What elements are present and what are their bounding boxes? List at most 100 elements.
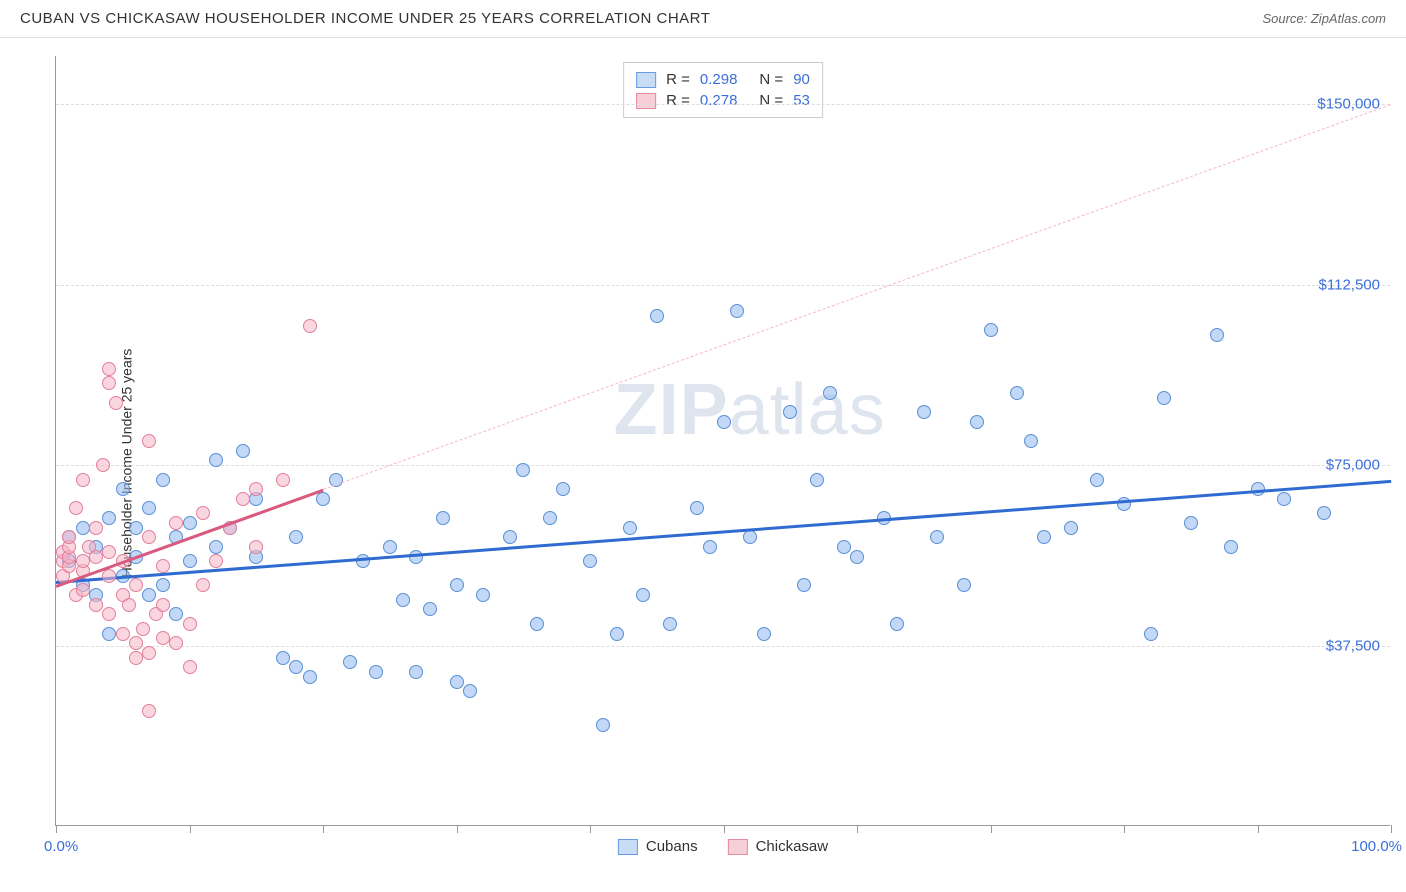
data-point [476, 588, 490, 602]
data-point [142, 588, 156, 602]
legend-item: Chickasaw [728, 838, 829, 855]
data-point [663, 617, 677, 631]
data-point [183, 516, 197, 530]
data-point [850, 550, 864, 564]
data-point [96, 458, 110, 472]
legend-n-label: N = [759, 71, 783, 88]
data-point [583, 554, 597, 568]
data-point [129, 651, 143, 665]
data-point [122, 598, 136, 612]
legend-row: R = 0.298 N = 90 [636, 69, 810, 90]
data-point [89, 550, 103, 564]
data-point [116, 482, 130, 496]
data-point [596, 718, 610, 732]
data-point [183, 554, 197, 568]
data-point [930, 530, 944, 544]
x-tick [56, 825, 57, 833]
data-point [1210, 328, 1224, 342]
data-point [1117, 497, 1131, 511]
data-point [183, 617, 197, 631]
data-point [810, 473, 824, 487]
data-point [1184, 516, 1198, 530]
data-point [970, 415, 984, 429]
x-tick [323, 825, 324, 833]
x-tick [724, 825, 725, 833]
x-axis-max-label: 100.0% [1351, 838, 1402, 855]
data-point [463, 684, 477, 698]
data-point [917, 405, 931, 419]
legend-r-value: 0.278 [700, 92, 738, 109]
header-bar: CUBAN VS CHICKASAW HOUSEHOLDER INCOME UN… [0, 0, 1406, 38]
x-tick [190, 825, 191, 833]
data-point [503, 530, 517, 544]
data-point [89, 521, 103, 535]
data-point [369, 665, 383, 679]
x-tick [1391, 825, 1392, 833]
gridline [56, 465, 1390, 466]
data-point [249, 540, 263, 554]
chart-title: CUBAN VS CHICKASAW HOUSEHOLDER INCOME UN… [20, 10, 710, 27]
data-point [76, 583, 90, 597]
data-point [102, 362, 116, 376]
data-point [76, 521, 90, 535]
data-point [1010, 386, 1024, 400]
data-point [276, 651, 290, 665]
data-point [436, 511, 450, 525]
watermark: ZIPatlas [614, 369, 886, 451]
data-point [890, 617, 904, 631]
data-point [837, 540, 851, 554]
data-point [209, 540, 223, 554]
legend-r-label: R = [666, 71, 690, 88]
data-point [1317, 506, 1331, 520]
data-point [289, 530, 303, 544]
data-point [169, 607, 183, 621]
legend-swatch [636, 93, 656, 109]
data-point [409, 665, 423, 679]
data-point [89, 598, 103, 612]
data-point [102, 569, 116, 583]
data-point [142, 501, 156, 515]
data-point [1037, 530, 1051, 544]
data-point [109, 396, 123, 410]
data-point [102, 376, 116, 390]
data-point [783, 405, 797, 419]
legend-r-value: 0.298 [700, 71, 738, 88]
data-point [236, 492, 250, 506]
y-tick-label: $112,500 [1319, 276, 1380, 293]
data-point [129, 578, 143, 592]
legend-n-value: 90 [793, 71, 810, 88]
data-point [1277, 492, 1291, 506]
data-point [209, 554, 223, 568]
x-axis-min-label: 0.0% [44, 838, 78, 855]
data-point [289, 660, 303, 674]
legend-r-label: R = [666, 92, 690, 109]
trend-line-dashed [323, 104, 1391, 490]
data-point [316, 492, 330, 506]
data-point [636, 588, 650, 602]
data-point [450, 578, 464, 592]
chart-area: Householder Income Under 25 years ZIPatl… [0, 38, 1406, 888]
data-point [209, 453, 223, 467]
chart-container: CUBAN VS CHICKASAW HOUSEHOLDER INCOME UN… [0, 0, 1406, 892]
data-point [1224, 540, 1238, 554]
data-point [423, 602, 437, 616]
data-point [823, 386, 837, 400]
legend-label: Chickasaw [756, 838, 829, 855]
gridline [56, 646, 1390, 647]
data-point [156, 578, 170, 592]
data-point [690, 501, 704, 515]
data-point [196, 506, 210, 520]
data-point [196, 578, 210, 592]
data-point [69, 501, 83, 515]
plot-region: ZIPatlas R = 0.298N = 90R = 0.278N = 53 … [55, 56, 1390, 826]
data-point [136, 622, 150, 636]
data-point [129, 636, 143, 650]
data-point [169, 516, 183, 530]
data-point [1157, 391, 1171, 405]
data-point [1090, 473, 1104, 487]
data-point [556, 482, 570, 496]
x-tick [1124, 825, 1125, 833]
data-point [450, 675, 464, 689]
legend-n-label: N = [759, 92, 783, 109]
correlation-legend: R = 0.298N = 90R = 0.278N = 53 [623, 62, 823, 118]
